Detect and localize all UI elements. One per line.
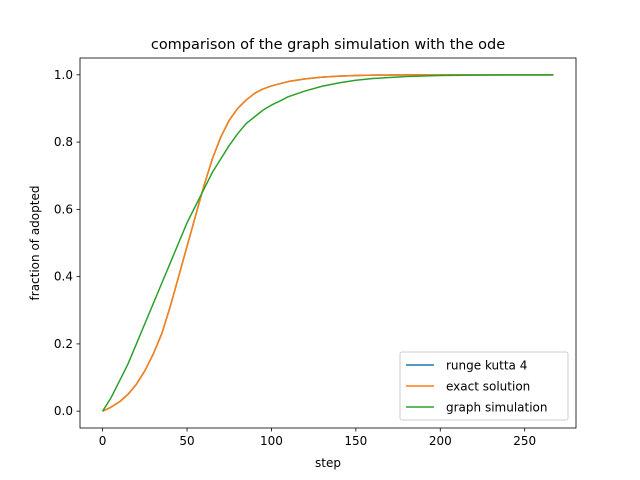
x-tick-label: 50 (179, 434, 194, 448)
x-axis: 0 50 100 150 200 250 (99, 428, 536, 448)
x-tick-label: 100 (260, 434, 283, 448)
y-tick-label: 0.0 (54, 404, 73, 418)
x-axis-label: step (315, 456, 341, 470)
series-layer (101, 74, 554, 412)
legend-label-2: graph simulation (446, 401, 548, 415)
y-axis-label: fraction of adopted (28, 186, 42, 301)
series-line-2 (101, 74, 554, 412)
y-axis: 0.0 0.2 0.4 0.6 0.8 1.0 (54, 68, 80, 418)
series-line-1 (102, 74, 554, 412)
chart-title: comparison of the graph simulation with … (151, 37, 505, 53)
x-tick-label: 0 (99, 434, 107, 448)
legend-label-0: runge kutta 4 (446, 359, 527, 373)
x-tick-label: 250 (513, 434, 536, 448)
y-tick-label: 1.0 (54, 68, 73, 82)
x-tick-label: 150 (344, 434, 367, 448)
y-tick-label: 0.4 (54, 270, 73, 284)
y-tick-label: 0.6 (54, 202, 73, 216)
y-tick-label: 0.2 (54, 337, 73, 351)
legend: runge kutta 4 exact solution graph simulat… (399, 351, 569, 421)
y-tick-label: 0.8 (54, 135, 73, 149)
x-tick-label: 200 (429, 434, 452, 448)
legend-label-1: exact solution (446, 380, 530, 394)
plot-frame (79, 57, 577, 429)
legend-box (399, 351, 569, 421)
